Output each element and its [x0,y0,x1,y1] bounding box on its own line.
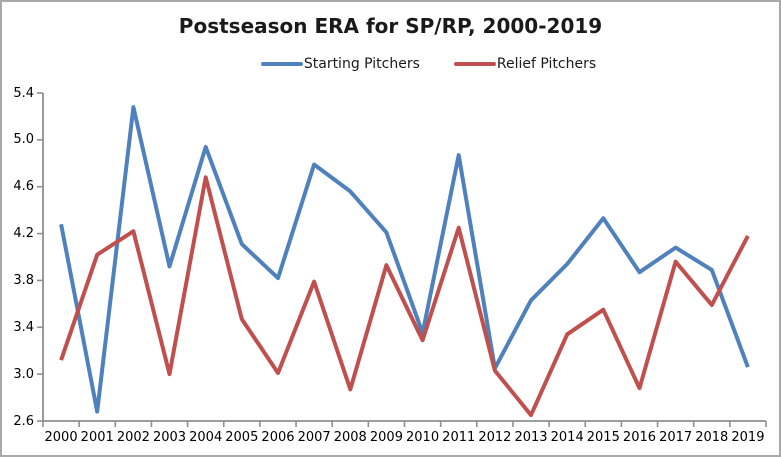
y-axis-label: 3.4 [13,319,34,335]
x-axis-label: 2004 [189,430,223,445]
x-axis-label: 2009 [369,430,403,445]
x-axis-label: 2006 [261,430,295,445]
x-axis-label: 2014 [550,430,584,445]
y-axis-label: 4.6 [13,179,34,195]
x-axis-label: 2010 [406,430,440,445]
x-axis-label: 2002 [116,430,150,445]
x-axis-label: 2001 [80,430,114,445]
x-axis-label: 2005 [225,430,259,445]
y-axis-label: 4.2 [13,226,34,242]
y-axis-label: 5.0 [13,132,34,148]
legend-line-swatch-starting [260,62,303,66]
legend-item-starting-pitchers: Starting Pitchers [260,56,420,72]
x-axis-label: 2007 [297,430,331,445]
x-axis-label: 2018 [695,430,729,445]
x-axis-label: 2011 [442,430,476,445]
x-axis-label: 2017 [659,430,693,445]
x-axis-label: 2013 [514,430,548,445]
x-axis-label: 2012 [478,430,512,445]
x-axis-label: 2008 [333,430,367,445]
x-axis-label: 2016 [622,430,657,445]
y-axis-label: 3.8 [13,272,34,288]
legend-label-relief: Relief Pitchers [496,56,597,72]
legend-line-swatch-relief [453,62,496,66]
x-axis-label: 2019 [731,430,765,445]
series-line-relief-pitchers [59,175,750,418]
legend-item-relief-pitchers: Relief Pitchers [453,56,597,72]
y-axis-label: 2.6 [13,413,34,429]
chart-title: Postseason ERA for SP/RP, 2000-2019 [178,14,603,38]
legend: Starting Pitchers Relief Pitchers [40,56,779,72]
x-axis-label: 2015 [586,430,620,445]
y-axis-label: 5.4 [13,85,34,101]
legend-label-starting: Starting Pitchers [303,56,420,72]
x-axis-label: 2003 [152,430,187,445]
x-axis-label: 2000 [44,430,78,445]
y-axis-label: 3.0 [13,366,34,382]
series-line-starting-pitchers [59,105,750,414]
